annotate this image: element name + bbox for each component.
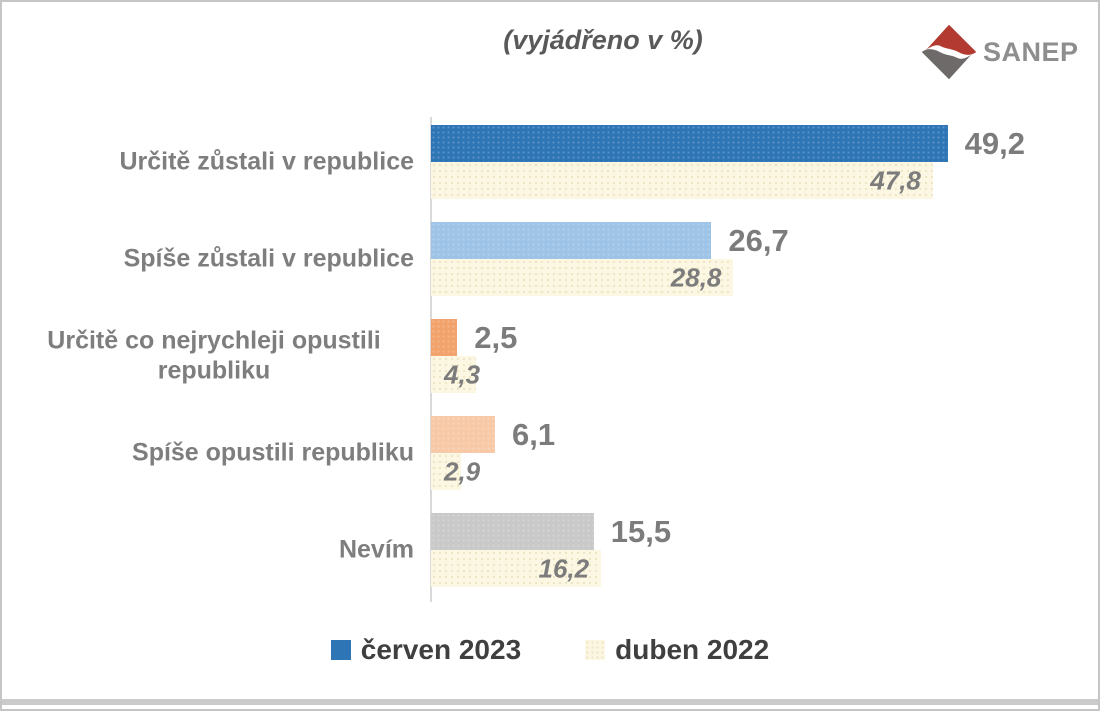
value-label-duben-2022-row-1: 28,8: [670, 262, 722, 292]
chart-title: (vyjádřeno v %): [503, 25, 703, 55]
value-label-cerven-2023-row-0: 49,2: [964, 125, 1025, 161]
bar-cerven-2023-row-4: [431, 513, 594, 550]
logo-diamond-red-half: [926, 24, 977, 55]
bar-duben-2022-row-4: [431, 550, 602, 587]
bar-duben-2022-row-3: [431, 453, 462, 490]
legend-label-cerven-2023: červen 2023: [360, 634, 522, 665]
legend: červen 2023 duben 2022: [2, 634, 1098, 666]
bar-cerven-2023-row-3: [431, 416, 495, 453]
category-label-2: Určitě co nejrychleji opustili republiku: [47, 326, 381, 385]
category-label-1: Spíše zůstali v republice: [123, 244, 414, 273]
bar-duben-2022-row-0: [431, 162, 933, 199]
value-label-cerven-2023-row-2: 2,5: [474, 319, 518, 355]
bar-duben-2022-row-1: [431, 259, 734, 296]
value-label-cerven-2023-row-3: 6,1: [512, 416, 556, 452]
category-label-4: Nevím: [338, 535, 414, 564]
value-label-cerven-2023-row-4: 15,5: [610, 513, 672, 549]
bar-cerven-2023-row-2: [431, 319, 458, 356]
logo-diamond-gray-half: [921, 49, 972, 80]
legend-item-duben-2022: duben 2022: [585, 634, 769, 666]
category-label-3: Spíše opustili republiku: [132, 438, 414, 467]
legend-item-cerven-2023: červen 2023: [330, 634, 522, 666]
legend-swatch-cerven-2023: [330, 640, 351, 660]
bottom-border-band: [2, 699, 1098, 705]
bar-cerven-2023-row-1: [431, 222, 712, 259]
value-label-duben-2022-row-3: 2,9: [444, 456, 481, 486]
bar-duben-2022-row-2: [431, 356, 477, 393]
category-label-0: Určitě zůstali v republice: [119, 147, 414, 176]
value-label-duben-2022-row-4: 16,2: [538, 553, 590, 583]
legend-label-duben-2022: duben 2022: [615, 634, 770, 665]
bar-cerven-2023-row-0: [431, 125, 948, 162]
sanep-logo-text: SANEP: [983, 36, 1079, 67]
value-label-duben-2022-row-2: 4,3: [444, 359, 481, 389]
sanep-logo: SANEP: [918, 23, 1079, 81]
legend-swatch-duben-2022: [585, 640, 606, 660]
value-label-cerven-2023-row-1: 26,7: [728, 222, 789, 258]
sanep-diamond-icon: [921, 24, 977, 80]
value-label-duben-2022-row-0: 47,8: [870, 165, 921, 195]
